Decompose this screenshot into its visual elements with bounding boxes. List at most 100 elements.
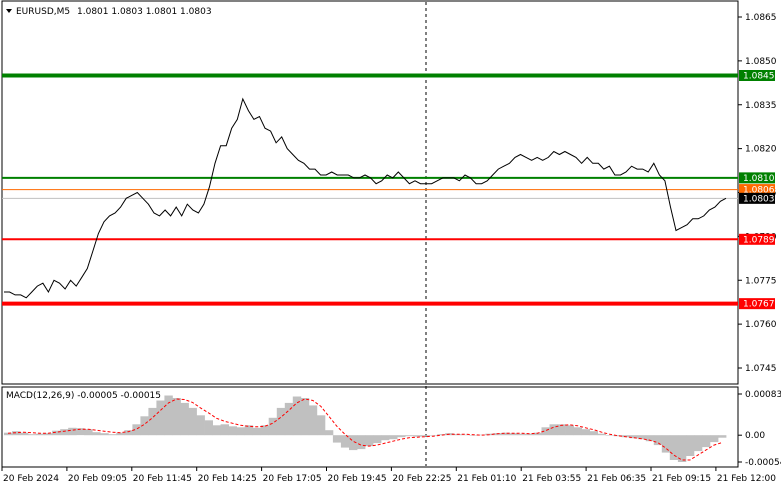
macd-bar — [637, 435, 647, 440]
time-axis: 20 Feb 2024 20 Feb 09:05 20 Feb 11:45 20 Fe… — [1, 467, 776, 484]
macd-tick-label: -0.00054 — [745, 458, 781, 468]
macd-bar — [196, 415, 205, 436]
macd-bar — [220, 424, 229, 436]
macd-bar — [60, 429, 69, 436]
macd-bar — [116, 432, 125, 436]
macd-bar — [68, 427, 77, 436]
time-tick-label: 20 Feb 19:45 — [328, 474, 387, 484]
macd-bar — [557, 424, 566, 436]
macd-bar — [541, 427, 550, 436]
macd-bar — [381, 435, 390, 441]
macd-bar — [292, 396, 302, 436]
macd-bar — [44, 433, 53, 436]
macd-bar — [509, 433, 518, 436]
macd-tick-label: 0.00 — [745, 431, 765, 441]
support-high-tag-label: 1.0789 — [743, 235, 775, 245]
macd-bar — [437, 434, 446, 436]
resistance-high-tag-label: 1.0845 — [743, 72, 775, 82]
macd-panel[interactable] — [1, 386, 739, 468]
price-tick-label: 1.0745 — [745, 364, 777, 374]
price-tick-label: 1.0760 — [745, 320, 777, 330]
macd-bar — [124, 430, 133, 436]
macd-bar — [20, 432, 29, 436]
macd-bar — [461, 434, 470, 436]
price-tick-label: 1.0820 — [745, 145, 777, 155]
macd-bar — [260, 425, 270, 436]
symbol-label: EURUSD,M5 — [16, 7, 70, 17]
macd-bar — [669, 435, 679, 460]
price-tick-label: 1.0835 — [745, 101, 777, 111]
macd-bar — [405, 435, 414, 437]
bid-line-tag-label: 1.0806 — [743, 186, 775, 196]
time-tick-label: 20 Feb 22:25 — [392, 474, 451, 484]
macd-bar — [12, 431, 21, 436]
macd-bar — [132, 424, 141, 436]
macd-bar — [685, 435, 695, 456]
macd-bar — [517, 433, 526, 436]
resistance-low-tag — [739, 172, 775, 184]
macd-bar — [469, 435, 478, 436]
macd-tick-label: 0.00083 — [745, 390, 781, 400]
resistance-low-tag-label: 1.0810 — [743, 174, 775, 184]
macd-bar — [244, 425, 254, 436]
macd-bar — [365, 435, 374, 447]
macd-bar — [349, 435, 358, 451]
macd-histogram — [4, 395, 727, 462]
macd-bar — [421, 435, 430, 437]
time-tick-label: 21 Feb 06:35 — [587, 474, 646, 484]
macd-bar — [397, 435, 406, 438]
ohlc-values: 1.0801 1.0803 1.0801 1.0803 — [77, 7, 212, 17]
macd-bar — [525, 433, 534, 436]
macd-bar — [300, 398, 310, 436]
macd-bar — [413, 435, 422, 437]
price-tick-label: 1.0775 — [745, 276, 777, 286]
macd-bar — [477, 434, 486, 436]
macd-bar — [597, 433, 606, 436]
time-tick-label: 20 Feb 09:05 — [68, 474, 127, 484]
macd-bar — [84, 429, 93, 436]
macd-bar — [565, 425, 574, 436]
macd-bar — [212, 425, 221, 436]
macd-bar — [188, 407, 197, 436]
time-tick-label: 20 Feb 2024 — [3, 474, 59, 484]
time-tick-label: 20 Feb 11:45 — [133, 474, 192, 484]
macd-bar — [629, 435, 639, 439]
time-tick-label: 21 Feb 03:55 — [522, 474, 581, 484]
price-panel[interactable] — [1, 0, 739, 385]
macd-bar — [108, 434, 117, 436]
macd-bar — [236, 427, 245, 436]
macd-bar — [100, 433, 109, 436]
macd-bar — [581, 429, 590, 436]
bid-line-tag — [739, 184, 775, 196]
time-tick-label: 20 Feb 14:25 — [198, 474, 257, 484]
macd-bar — [710, 435, 719, 443]
macd-bar — [308, 405, 318, 436]
macd-bar — [4, 432, 13, 436]
macd-bar — [549, 424, 558, 436]
macd-bar — [316, 415, 326, 436]
time-tick-label: 21 Feb 01:10 — [457, 474, 516, 484]
support-low-tag-label: 1.0767 — [743, 300, 775, 310]
dropdown-arrow-icon[interactable] — [6, 9, 12, 13]
macd-label: MACD(12,26,9) -0.00005 -0.00015 — [6, 391, 161, 401]
macd-bar — [357, 435, 366, 450]
price-tick-label: 1.0865 — [745, 13, 777, 23]
macd-bar — [92, 432, 101, 436]
macd-bar — [76, 428, 85, 436]
macd-bar — [605, 435, 615, 436]
macd-bar — [228, 426, 237, 436]
macd-bar — [677, 435, 687, 462]
macd-bar — [284, 402, 294, 436]
price-series-line — [4, 97, 727, 299]
macd-bar — [661, 435, 671, 453]
macd-signal-line — [7, 398, 723, 461]
resistance-high-tag — [739, 70, 775, 81]
macd-bar — [140, 416, 149, 436]
macd-bar — [621, 435, 631, 438]
time-tick-label: 20 Feb 17:05 — [263, 474, 322, 484]
time-tick-label: 21 Feb 09:15 — [652, 474, 711, 484]
macd-bar — [28, 434, 37, 436]
price-tick-label: 1.0850 — [745, 57, 777, 67]
macd-bar — [276, 407, 286, 436]
